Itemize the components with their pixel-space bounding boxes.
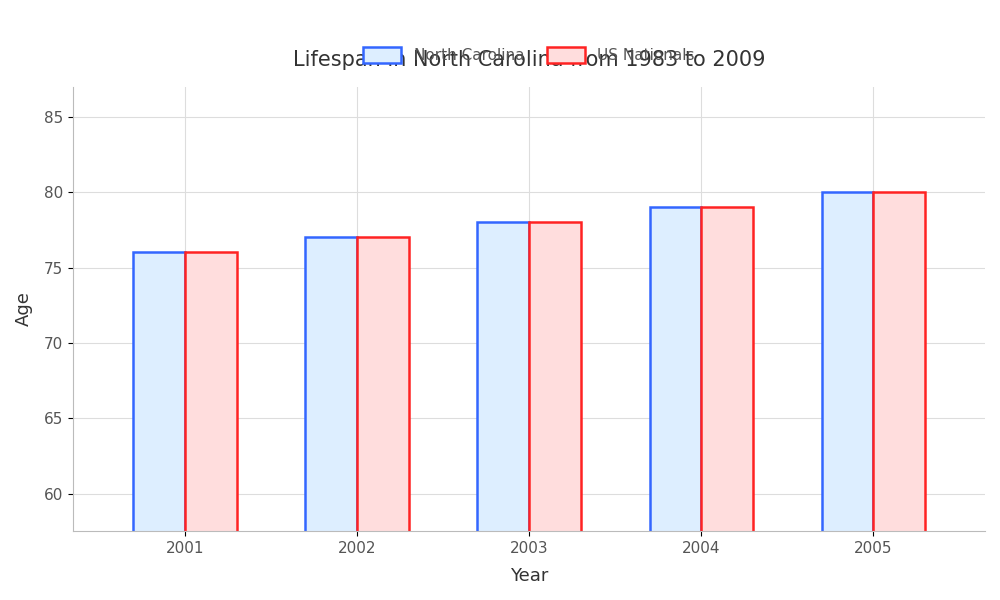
Bar [701, 208, 753, 600]
Bar [477, 223, 529, 600]
Bar [873, 192, 925, 600]
Bar [650, 208, 701, 600]
Bar [133, 253, 185, 600]
Legend: North Carolina, US Nationals: North Carolina, US Nationals [357, 41, 701, 70]
Bar [305, 238, 357, 600]
Title: Lifespan in North Carolina from 1983 to 2009: Lifespan in North Carolina from 1983 to … [293, 50, 765, 70]
Bar [529, 223, 581, 600]
Y-axis label: Age: Age [15, 292, 33, 326]
Bar [185, 253, 237, 600]
Bar [822, 192, 873, 600]
Bar [357, 238, 409, 600]
X-axis label: Year: Year [510, 567, 548, 585]
